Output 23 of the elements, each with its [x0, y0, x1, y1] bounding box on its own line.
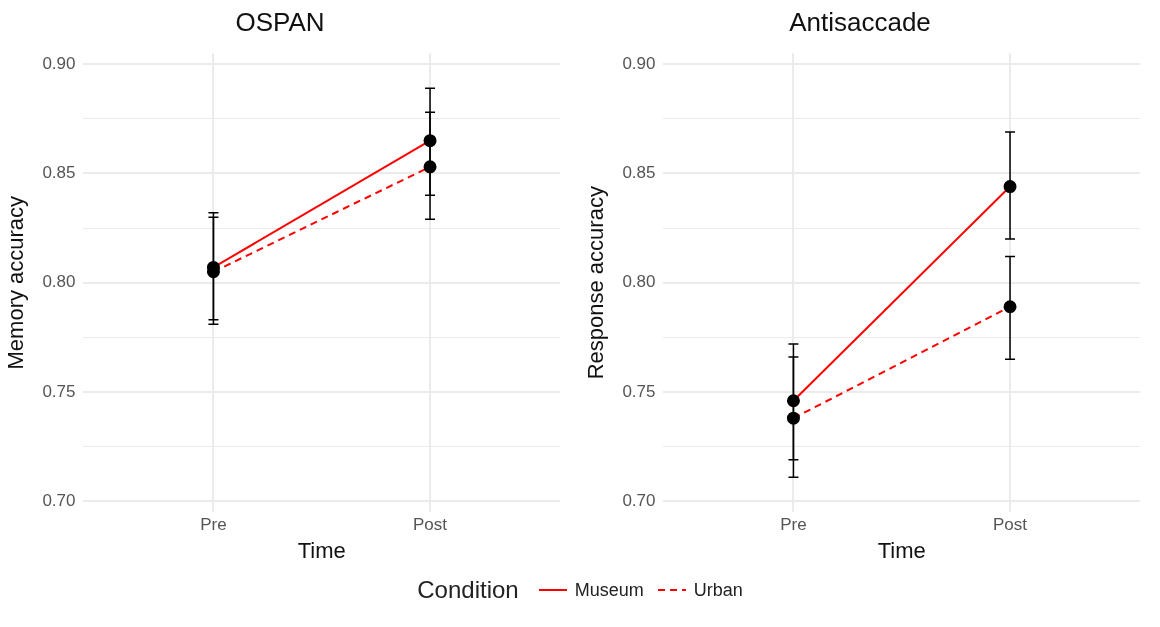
legend-label: Urban	[693, 579, 743, 601]
y-axis-title: Memory accuracy	[3, 195, 29, 370]
legend-label: Museum	[574, 579, 644, 601]
y-tick-label: 0.75	[42, 381, 76, 401]
y-tick-label: 0.70	[42, 490, 76, 510]
y-tick-label: 0.75	[622, 381, 656, 401]
y-tick-label: 0.80	[42, 272, 76, 292]
y-axis-title: Response accuracy	[583, 186, 609, 380]
y-tick-label: 0.90	[622, 53, 656, 73]
y-tick-label: 0.90	[42, 53, 76, 73]
chart-title: Antisaccade	[789, 6, 931, 37]
legend-title: Condition	[417, 576, 519, 604]
y-tick-label: 0.85	[622, 163, 656, 183]
x-tick-label: Post	[993, 515, 1028, 535]
chart-title: OSPAN	[235, 6, 325, 37]
y-tick-label: 0.85	[42, 163, 76, 183]
y-tick-label: 0.80	[622, 272, 656, 292]
y-tick-label: 0.70	[622, 490, 656, 510]
x-tick-label: Post	[413, 515, 448, 535]
x-axis-title: Time	[877, 537, 926, 563]
x-tick-label: Pre	[200, 515, 227, 535]
x-tick-label: Pre	[780, 515, 807, 535]
x-axis-title: Time	[297, 537, 346, 563]
